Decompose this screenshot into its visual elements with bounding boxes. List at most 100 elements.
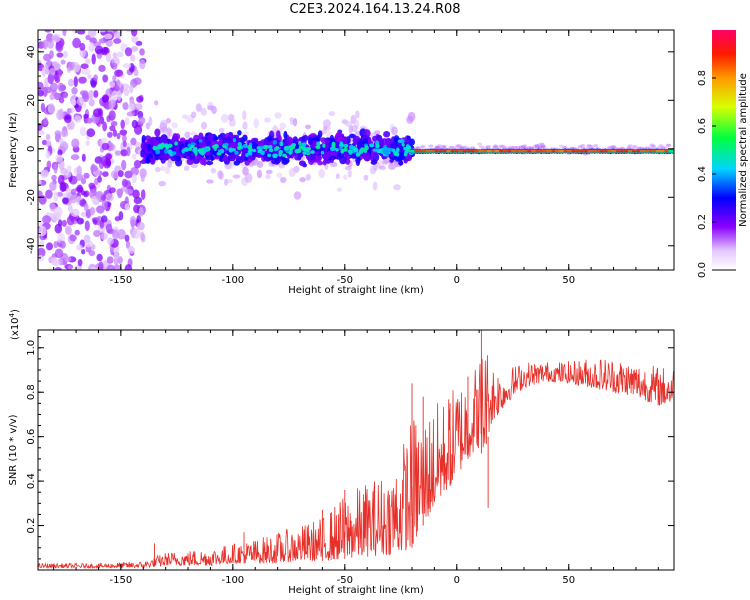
x-tick-label: 0 (454, 275, 460, 286)
spectrogram-cell (498, 144, 504, 148)
spectrogram-cell (527, 150, 532, 153)
spectrogram-cell (302, 134, 309, 142)
spectrogram-cell (131, 119, 138, 129)
spectrogram-cell (136, 96, 144, 103)
spectrogram-cell (286, 136, 293, 145)
spectrogram-cell (132, 227, 141, 239)
spectrogram-cell (335, 148, 339, 152)
spectrogram-cell (213, 144, 219, 149)
snr-x-axis: -150 -100 -50 0 50 (53, 330, 659, 586)
spectrogram-cell (131, 30, 138, 37)
spectrogram-cell (306, 149, 310, 153)
spectrogram-cell (279, 141, 284, 147)
spectrogram-cell (324, 126, 331, 131)
spectrogram-cell (124, 117, 130, 126)
spectrogram-cell (160, 119, 168, 128)
spectrogram-cell (59, 141, 69, 152)
spectrogram-cell (188, 147, 193, 151)
spectrogram-cell (121, 178, 128, 187)
spectrogram-cell (126, 111, 135, 117)
spectrogram-cell (343, 143, 349, 148)
spectrogram-cell (116, 79, 121, 87)
spectrogram-cell (67, 78, 74, 87)
spectrogram-cell (382, 149, 387, 154)
spectrogram-cell (121, 159, 127, 171)
spectrogram-cell (652, 150, 657, 153)
spectrogram-cell (175, 158, 183, 167)
page-title: C2E3.2024.164.13.24.R08 (289, 2, 461, 17)
spectrogram-cell (84, 240, 93, 248)
spectrogram-cell (301, 142, 307, 147)
spectrogram-cell (183, 132, 189, 138)
spectrogram-cell (323, 119, 331, 128)
spectrogram-cell (281, 159, 289, 165)
spectrogram-cell (298, 140, 302, 146)
spectrogram-cell (205, 160, 214, 166)
spectrogram-cell (140, 233, 146, 243)
spectrogram-cell (88, 98, 95, 107)
spectrogram-cell (375, 143, 380, 149)
spectrogram-cell (299, 177, 307, 183)
spectrogram-cell (97, 175, 102, 183)
spectrogram-cell (101, 199, 108, 210)
spectrogram-cell (183, 165, 190, 171)
spectrogram-y-axis-label: Frequency (Hz) (8, 112, 19, 188)
spectrogram-cell (133, 204, 141, 214)
spectrogram-cell (480, 145, 486, 149)
spectrogram-cell (64, 115, 72, 123)
spectrogram-cell (58, 108, 64, 120)
spectrogram-cell (42, 215, 52, 224)
spectrogram-cell (38, 247, 46, 258)
spectrogram-cell (283, 130, 288, 140)
spectrogram-cell (595, 150, 601, 153)
spectrogram-cell (309, 133, 317, 139)
spectrogram-cell (76, 97, 84, 106)
spectrogram-cell (328, 111, 335, 117)
spectrogram-cell (434, 150, 439, 153)
snr-scale-label: (x104) (8, 309, 21, 340)
spectrogram-cell (280, 176, 287, 184)
spectrogram-cell (298, 152, 304, 158)
spectrogram-cell (89, 207, 95, 216)
spectrogram-cell (77, 259, 83, 267)
spectrogram-cell (38, 190, 43, 197)
spectrogram-cell (242, 110, 247, 120)
spectrogram-cell (182, 114, 188, 119)
spectrogram-cell (640, 150, 645, 153)
spectrogram-cell (507, 150, 512, 153)
spectrogram-x-axis: -150 -100 -50 0 50 (53, 30, 659, 286)
spectrogram-cell (580, 144, 586, 148)
spectrogram-cell (116, 132, 121, 140)
colorbar-label: Normalized spectral amplitude (738, 73, 749, 227)
spectrogram-cell (87, 73, 92, 80)
spectrogram-cell (623, 150, 629, 153)
spectrogram-cell (100, 137, 108, 144)
spectrogram-cell (268, 144, 273, 149)
spectrogram-cell (69, 234, 77, 242)
spectrogram-cell (158, 181, 166, 187)
colorbar-ticks: 0.0 0.2 0.4 0.6 0.8 (697, 70, 736, 278)
spectrogram-cell (340, 149, 344, 154)
spectrogram-cell (508, 145, 514, 149)
spectrogram-cell (80, 190, 86, 196)
spectrogram-cell (502, 150, 508, 153)
spectrogram-cell (130, 54, 136, 62)
spectrogram-cell (547, 150, 552, 153)
spectrogram-cell (165, 144, 169, 150)
spectrogram-cell (648, 150, 653, 153)
spectrogram-cell (256, 169, 262, 179)
spectrogram-cell (632, 145, 638, 149)
spectrogram-cell (83, 113, 89, 119)
spectrogram-cell (330, 146, 335, 152)
spectrogram-cell (450, 150, 455, 153)
spectrogram-heatmap (38, 30, 674, 270)
spectrogram-cell (265, 169, 273, 174)
spectrogram-cell (99, 38, 107, 44)
spectrogram-cell (558, 144, 564, 148)
spectrogram-cell (396, 147, 400, 153)
spectrogram-cell (486, 145, 491, 149)
spectrogram-cell (567, 150, 572, 153)
spectrogram-cell (454, 150, 459, 153)
spectrogram-cell (60, 59, 66, 65)
spectrogram-cell (76, 244, 83, 251)
